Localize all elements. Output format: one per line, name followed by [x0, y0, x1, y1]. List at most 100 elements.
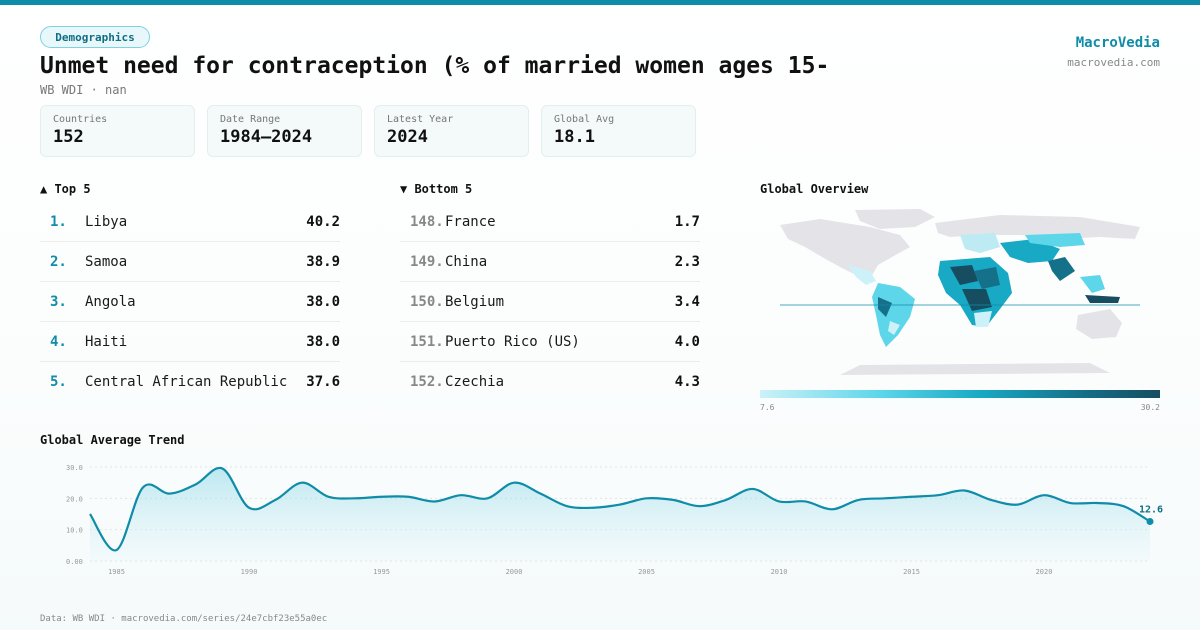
country-shape [974, 267, 1000, 289]
list-item[interactable]: 5. Central African Republic 37.6 [40, 362, 340, 402]
country-name: Samoa [85, 253, 128, 270]
page-subtitle: WB WDI · nan [40, 83, 127, 97]
stat-value: 2024 [387, 127, 428, 147]
country-shape [950, 265, 978, 285]
rank-number: 152. [410, 374, 444, 390]
stat-label: Global Avg [554, 114, 615, 125]
world-map-svg [780, 209, 1140, 375]
trend-line [89, 466, 1151, 552]
country-value: 3.4 [674, 293, 700, 310]
world-map[interactable] [760, 205, 1160, 385]
top-accent-bar [0, 0, 1200, 5]
list-item[interactable]: 1. Libya 40.2 [40, 202, 340, 242]
land-shape [855, 209, 935, 229]
trend-end-point [1146, 518, 1154, 526]
rank-number: 5. [50, 374, 67, 390]
country-name: Libya [85, 213, 128, 230]
rank-number: 148. [410, 213, 444, 230]
x-tick-label: 2005 [638, 568, 655, 576]
country-name: Central African Republic [85, 374, 288, 390]
legend-max-label: 30.2 [1140, 403, 1160, 412]
stat-value: 18.1 [554, 127, 595, 147]
x-tick-label: 1985 [108, 568, 125, 576]
top5-list: 1. Libya 40.2 2. Samoa 38.9 3. Angola 38… [40, 202, 340, 402]
bottom5-list: 148. France 1.7 149. China 2.3 150. Belg… [400, 202, 700, 402]
rank-number: 4. [50, 333, 67, 350]
rank-number: 3. [50, 293, 67, 310]
list-item[interactable]: 4. Haiti 38.0 [40, 322, 340, 362]
stat-card-date-range: Date Range 1984–2024 [207, 105, 362, 157]
category-badge[interactable]: Demographics [40, 26, 150, 48]
trend-heading: Global Average Trend [40, 433, 185, 447]
stat-label: Latest Year [387, 114, 454, 125]
rank-number: 149. [410, 253, 444, 270]
x-tick-label: 2010 [771, 568, 788, 576]
y-tick-label: 30.0 [66, 464, 83, 472]
list-item[interactable]: 2. Samoa 38.9 [40, 242, 340, 282]
country-value: 4.3 [674, 374, 700, 390]
land-base [780, 209, 1140, 375]
country-value: 2.3 [674, 253, 700, 270]
country-name: China [445, 253, 488, 270]
country-shape [1085, 295, 1120, 303]
country-value: 40.2 [306, 213, 340, 230]
country-value: 37.6 [306, 374, 340, 390]
country-shape [974, 311, 992, 327]
top5-heading: ▲ Top 5 [40, 182, 91, 196]
y-tick-label: 20.0 [66, 495, 83, 503]
list-item[interactable]: 3. Angola 38.0 [40, 282, 340, 322]
country-shape [1080, 275, 1105, 293]
stat-card-countries: Countries 152 [40, 105, 195, 157]
rank-number: 2. [50, 253, 67, 270]
legend-min-label: 7.6 [760, 403, 775, 412]
x-tick-label: 1990 [241, 568, 258, 576]
trend-area [90, 467, 1150, 561]
country-name: Puerto Rico (US) [445, 333, 580, 350]
y-tick-label: 0.00 [66, 558, 83, 566]
x-tick-label: 1995 [373, 568, 390, 576]
country-value: 1.7 [674, 213, 700, 230]
brand-url[interactable]: macrovedia.com [1067, 56, 1160, 69]
land-shape [780, 219, 910, 279]
brand-logo[interactable]: MacroVedia [1075, 35, 1160, 51]
rank-number: 1. [50, 213, 67, 230]
country-value: 38.9 [306, 253, 340, 270]
footer-source: Data: WB WDI · macrovedia.com/series/24e… [40, 614, 328, 624]
choropleth-countries [848, 233, 1120, 347]
country-shape [1048, 257, 1075, 281]
country-name: Belgium [445, 293, 505, 310]
country-name: Angola [85, 293, 136, 310]
country-shape [962, 289, 992, 311]
country-value: 4.0 [674, 333, 700, 350]
list-item[interactable]: 149. China 2.3 [400, 242, 700, 282]
trend-chart[interactable]: 0.00 10.0 20.0 30.0 1985 1990 1995 2000 2005 2010… [40, 455, 1170, 580]
list-item[interactable]: 148. France 1.7 [400, 202, 700, 242]
map-heading: Global Overview [760, 182, 869, 196]
x-tick-label: 2015 [903, 568, 920, 576]
country-name: Haiti [85, 333, 128, 350]
list-item[interactable]: 152. Czechia 4.3 [400, 362, 700, 402]
land-shape [840, 363, 1110, 375]
country-shape [960, 233, 1000, 253]
country-shape [878, 297, 892, 317]
list-item[interactable]: 150. Belgium 3.4 [400, 282, 700, 322]
stat-label: Countries [53, 114, 108, 125]
x-tick-label: 2020 [1036, 568, 1053, 576]
stat-card-latest-year: Latest Year 2024 [374, 105, 529, 157]
y-tick-label: 10.0 [66, 527, 83, 535]
color-scale-bar [760, 390, 1160, 398]
land-shape [935, 215, 1140, 239]
country-shape [848, 265, 876, 285]
trend-end-label: 12.6 [1139, 505, 1163, 516]
country-name: Czechia [445, 374, 505, 390]
country-shape [872, 283, 915, 347]
rank-number: 150. [410, 293, 444, 310]
country-value: 38.0 [306, 293, 340, 310]
country-name: France [445, 213, 496, 230]
country-shape [888, 321, 900, 335]
country-shape [1025, 233, 1085, 247]
bottom5-heading: ▼ Bottom 5 [400, 182, 473, 196]
list-item[interactable]: 151. Puerto Rico (US) 4.0 [400, 322, 700, 362]
trend-chart-svg: 0.00 10.0 20.0 30.0 1985 1990 1995 2000 2005 2010… [66, 464, 1163, 576]
stat-value: 152 [53, 127, 84, 147]
